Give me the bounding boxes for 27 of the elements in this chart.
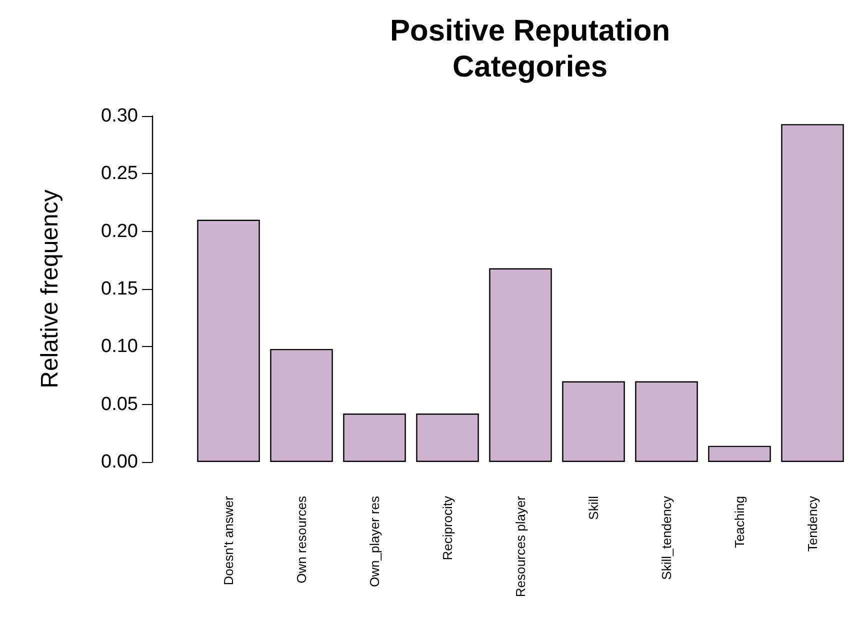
x-tick-label: Tendency bbox=[805, 496, 820, 552]
bar bbox=[635, 381, 698, 462]
chart-title: Positive Reputation Categories bbox=[390, 14, 670, 84]
y-tick-label: 0.05 bbox=[101, 394, 138, 415]
bar bbox=[270, 348, 333, 462]
bar bbox=[708, 446, 771, 462]
x-tick-label: Reciprocity bbox=[440, 496, 455, 560]
bar bbox=[416, 414, 479, 462]
bar bbox=[197, 220, 260, 462]
bar bbox=[781, 124, 844, 462]
x-tick-label: Own resources bbox=[294, 496, 309, 584]
y-tick-label: 0.30 bbox=[101, 106, 138, 126]
y-tick-label: 0.20 bbox=[101, 220, 138, 242]
y-tick-label: 0.00 bbox=[101, 452, 138, 472]
y-tick-label: 0.25 bbox=[101, 163, 138, 184]
bar bbox=[343, 414, 406, 462]
x-tick-label: Teaching bbox=[732, 496, 747, 548]
x-tick-label: Doesn't answer bbox=[221, 495, 236, 586]
x-tick-label: Resources player bbox=[513, 495, 528, 598]
bar bbox=[489, 268, 552, 462]
x-tick-label: Own_player res bbox=[367, 496, 382, 588]
y-tick-label: 0.10 bbox=[101, 336, 138, 358]
x-tick-label: Skill_tendency bbox=[659, 496, 674, 580]
x-tick-label: Skill bbox=[586, 496, 601, 520]
bar bbox=[562, 381, 625, 462]
y-tick-label: 0.15 bbox=[101, 278, 138, 300]
y-axis-title: Relative frequency bbox=[36, 190, 64, 388]
